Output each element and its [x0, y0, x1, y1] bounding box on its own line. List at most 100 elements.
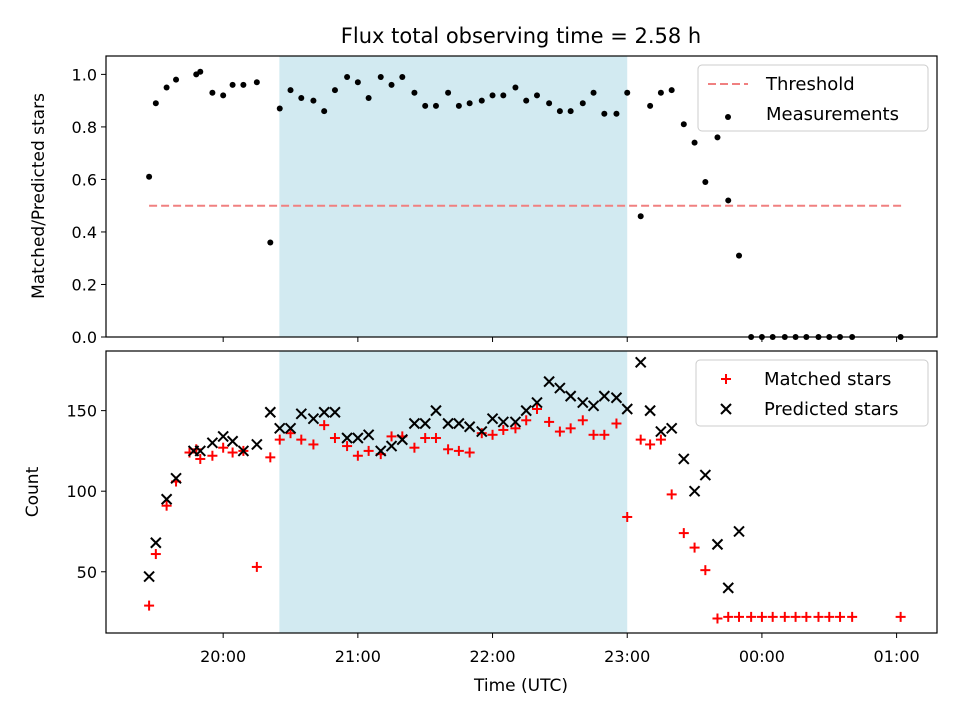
ratio-point-1-47 [668, 87, 675, 94]
count-point-1-30-b [476, 425, 488, 438]
count-y-tick-label-0: 50 [77, 563, 97, 582]
count-point-1-26-b [430, 404, 442, 417]
ratio-y-tick-label-2: 0.4 [72, 223, 97, 242]
count-point-1-19-b [352, 432, 364, 444]
ratio-point-1-23 [399, 74, 406, 81]
count-point-1-52-b [722, 582, 734, 594]
ratio-point-1-26 [432, 102, 439, 109]
ratio-panel: Matched/Predicted stars 0.0 0.2 0.4 0.6 0.8 1… [29, 55, 938, 347]
count-point-1-39-b [577, 396, 589, 409]
count-point-1-14-b [295, 408, 307, 420]
count-point-1-17-b [329, 406, 341, 418]
ratio-point-1-44 [637, 213, 644, 220]
count-point-1-18-b [341, 432, 353, 444]
chart-title: Flux total observing time = 2.58 h [341, 24, 701, 48]
ratio-series-1 [146, 68, 904, 340]
count-y-tick-label-1: 100 [66, 482, 97, 501]
count-point-1-41-b [598, 390, 611, 402]
count-point-1-8-b [226, 435, 239, 447]
count-point-1-11-b [264, 406, 277, 418]
ratio-point-1-30 [478, 97, 485, 104]
ratio-y-tick-label-0: 0.0 [72, 328, 97, 347]
x-tick-label-4: 00:00 [739, 647, 785, 666]
ratio-point-1-24 [411, 89, 418, 96]
ratio-point-1-36 [546, 100, 553, 107]
count-point-1-25-b [419, 417, 431, 430]
count-point-1-2-b [160, 493, 173, 505]
count-point-1-37-b [554, 382, 566, 394]
count-point-1-27-b [442, 417, 454, 430]
count-point-1-50-b [699, 469, 712, 481]
count-point-1-46-b [655, 425, 667, 438]
count-y-tick-label-2: 150 [66, 402, 97, 421]
ratio-legend-box [697, 64, 929, 132]
count-point-1-12-b [274, 422, 286, 435]
count-point-1-1-b [150, 537, 162, 549]
ratio-y-tick-label-3: 0.6 [72, 170, 97, 189]
count-point-1-5-b [194, 445, 206, 457]
ratio-point-1-25 [422, 102, 429, 109]
count-point-1-28-b [453, 417, 465, 430]
count-point-1-22-b [385, 440, 398, 452]
ratio-point-1-3 [173, 76, 180, 83]
count-legend-box [695, 359, 929, 427]
ratio-point-1-50 [702, 179, 709, 186]
ratio-point-1-20 [365, 95, 372, 102]
count-point-1-20-b [362, 429, 375, 441]
count-point-1-24-b [408, 417, 421, 430]
ratio-point-1-21 [377, 74, 384, 81]
ratio-point-1-18 [344, 74, 351, 81]
count-point-1-9-b [237, 445, 250, 457]
ratio-point-1-40 [590, 89, 597, 96]
count-point-1-33-b [509, 416, 522, 428]
ratio-y-tick-label-1: 0.2 [72, 275, 97, 294]
count-point-1-10-b [251, 438, 263, 451]
ratio-point-1-46 [657, 89, 664, 96]
ratio-point-1-0 [146, 173, 153, 180]
ratio-point-1-37 [556, 108, 563, 115]
ratio-point-1-19 [354, 79, 361, 86]
count-point-1-51-b [711, 538, 724, 551]
ratio-point-1-16 [321, 108, 328, 115]
count-point-1-45-b [644, 404, 656, 417]
ratio-axes-frame [105, 55, 938, 338]
ratio-point-1-29 [466, 100, 473, 107]
ratio-legend-label-0: Threshold [765, 74, 855, 95]
ratio-point-1-33 [512, 84, 519, 91]
count-point-1-34-b [520, 404, 532, 417]
count-legend-label-1: Predicted stars [764, 399, 898, 420]
count-point-1-42-b [610, 392, 623, 404]
count-point-1-38-b [564, 390, 577, 402]
ratio-y-axis-label: Matched/Predicted stars [29, 93, 49, 299]
x-tick-label-3: 23:00 [604, 647, 650, 666]
ratio-point-1-41 [601, 110, 608, 117]
count-point-1-43-b [621, 403, 633, 415]
ratio-point-1-34 [523, 97, 530, 104]
ratio-point-1-13 [287, 87, 294, 94]
count-point-1-16-b [318, 406, 330, 418]
ratio-point-1-5 [197, 68, 204, 75]
count-point-1-7-b [217, 430, 229, 443]
count-point-1-6-b [206, 437, 219, 449]
count-y-axis-label: Count [23, 466, 43, 517]
ratio-highlight-span [279, 56, 628, 337]
ratio-point-1-17 [331, 87, 338, 94]
count-point-1-32-b [497, 416, 510, 428]
ratio-point-1-15 [310, 97, 317, 104]
ratio-point-1-38 [567, 108, 574, 115]
ratio-point-1-42 [613, 110, 620, 117]
x-tick-label-2: 22:00 [469, 647, 515, 666]
ratio-legend-label-1: Measurements [766, 104, 899, 125]
ratio-point-1-48 [680, 121, 687, 128]
count-point-1-40-b [587, 400, 600, 412]
ratio-point-1-14 [298, 95, 305, 102]
ratio-point-1-7 [220, 92, 227, 99]
x-tick-label-0: 20:00 [200, 647, 246, 666]
count-point-1-48-b [678, 453, 690, 465]
x-axis-label: Time (UTC) [473, 676, 568, 696]
ratio-point-1-2 [163, 84, 170, 91]
ratio-point-1-27 [445, 89, 452, 96]
ratio-point-1-22 [388, 81, 395, 88]
count-point-1-15-b [307, 412, 320, 425]
